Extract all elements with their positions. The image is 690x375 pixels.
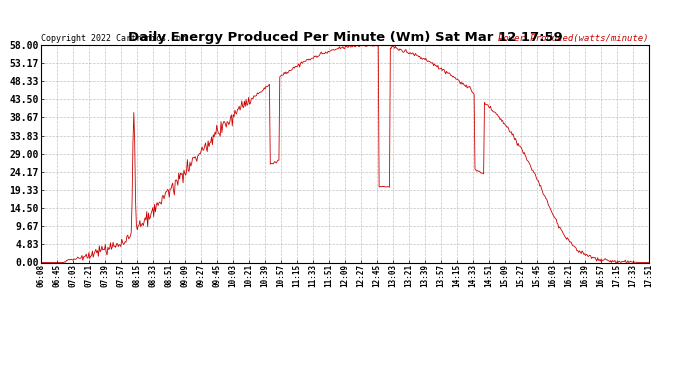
Text: Copyright 2022 Cartronics.com: Copyright 2022 Cartronics.com — [41, 34, 186, 43]
Text: Power Produced(watts/minute): Power Produced(watts/minute) — [498, 34, 649, 43]
Title: Daily Energy Produced Per Minute (Wm) Sat Mar 12 17:59: Daily Energy Produced Per Minute (Wm) Sa… — [128, 31, 562, 44]
